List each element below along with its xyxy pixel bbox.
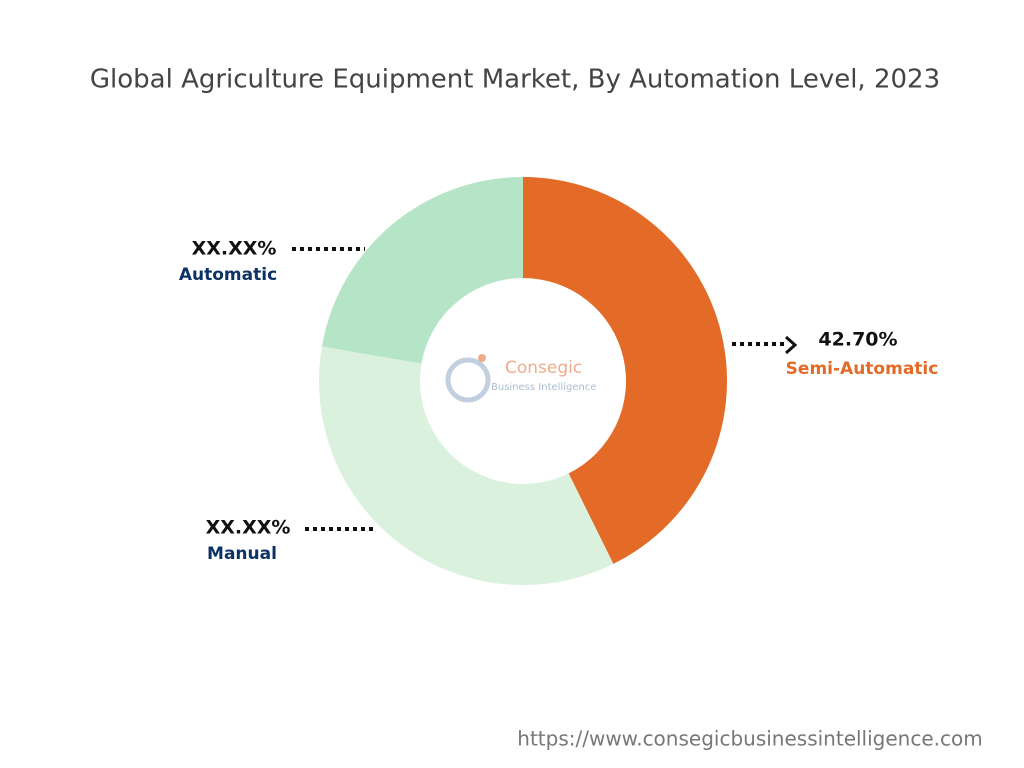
logo-ring	[445, 357, 491, 403]
donut-slice	[318, 346, 614, 586]
watermark-tagline: Business Intelligence	[491, 382, 596, 393]
value-label: XX.XX%	[192, 238, 277, 260]
leader-arrow	[785, 335, 798, 355]
value-label: XX.XX%	[206, 517, 291, 539]
donut-slice	[321, 177, 523, 364]
category-label: Automatic	[179, 265, 277, 285]
value-label: 42.70%	[818, 329, 897, 351]
chart-title: Global Agriculture Equipment Market, By …	[90, 65, 940, 95]
watermark: Consegic Business Intelligence	[445, 354, 596, 403]
donut-slice	[523, 177, 728, 564]
category-label: Manual	[207, 544, 277, 564]
category-label: Semi-Automatic	[786, 359, 939, 379]
logo-dot	[478, 354, 486, 362]
source-url: https://www.consegicbusinessintelligence…	[517, 727, 982, 751]
watermark-name: Consegic	[505, 358, 582, 378]
